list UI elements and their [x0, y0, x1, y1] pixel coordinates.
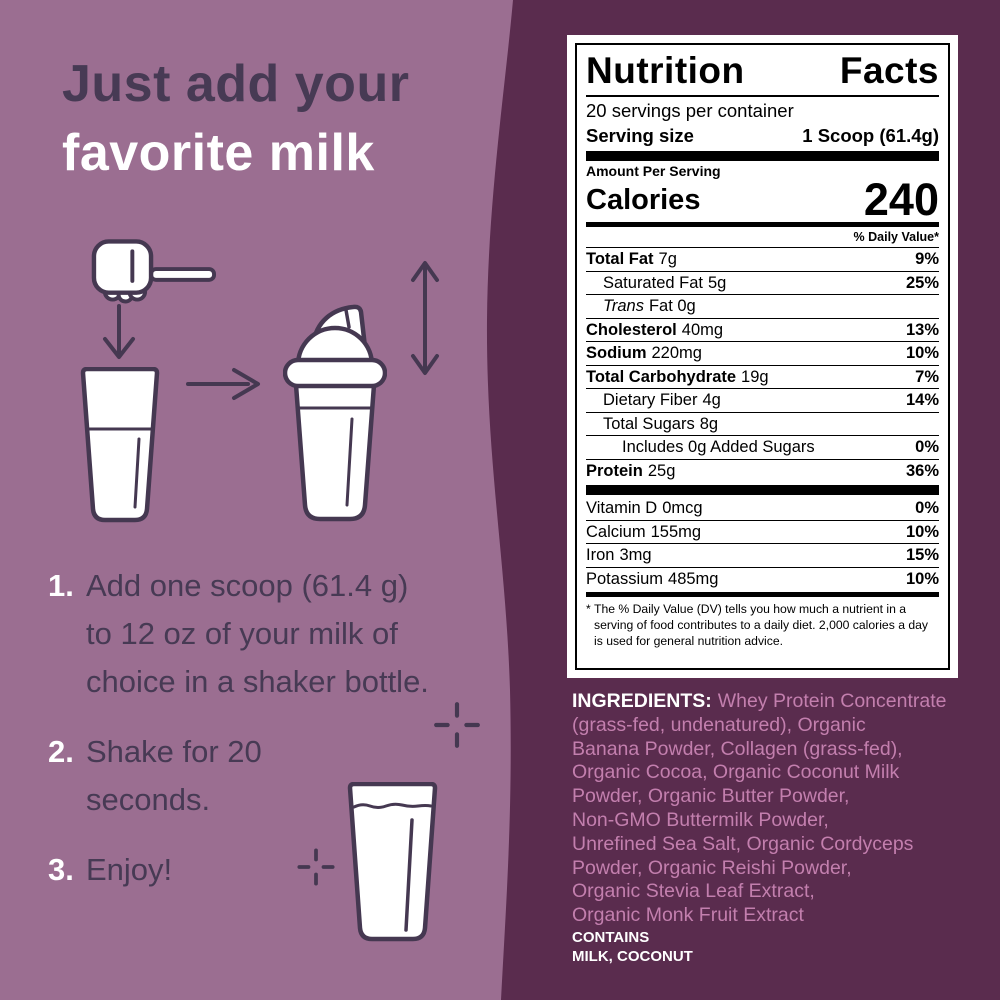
- nutrient-row-cholesterol: Cholesterol 40mg 13%: [586, 317, 939, 342]
- footnote-text: The % Daily Value (DV) tells you how muc…: [594, 602, 929, 649]
- divider: [586, 222, 939, 227]
- step-2: 2. Shake for 20 seconds.: [48, 728, 478, 824]
- step-1: 1. Add one scoop (61.4 g) to 12 oz of yo…: [48, 562, 478, 706]
- serving-size-label: Serving size: [586, 125, 694, 146]
- ingredients-label: INGREDIENTS:: [572, 690, 712, 712]
- contains-text: MILK, COCONUT: [572, 948, 693, 965]
- calories-label: Calories: [586, 184, 701, 216]
- title-word-facts: Facts: [839, 50, 939, 91]
- divider: [586, 95, 939, 97]
- step-2-number: 2.: [48, 734, 74, 769]
- nutrition-facts-label: Nutrition Facts 20 servings per containe…: [567, 35, 958, 678]
- right-arrow-icon: [186, 368, 260, 400]
- step-3-text: Enjoy!: [86, 852, 173, 887]
- shaker-bottle-icon: [283, 304, 387, 522]
- vitamin-row-iron: Iron 3mg 15%: [586, 543, 939, 567]
- nutrient-row-saturated-fat: Saturated Fat 5g 25%: [586, 270, 939, 295]
- title-word-nutrition: Nutrition: [586, 50, 745, 91]
- daily-value-footnote: * The % Daily Value (DV) tells you how m…: [586, 598, 939, 650]
- nutrient-row-trans-fat: Trans Fat 0g: [586, 294, 939, 318]
- milk-glass-icon: [347, 782, 438, 942]
- nutrient-row-dietary-fiber: Dietary Fiber 4g 14%: [586, 388, 939, 412]
- nutrient-row-total-fat: Total Fat 7g 9%: [586, 247, 939, 271]
- divider: [586, 151, 939, 161]
- serving-size-row: Serving size 1 Scoop (61.4g): [586, 123, 939, 148]
- sparkle-plus-icon: [297, 848, 335, 886]
- nutrition-facts-panel: Nutrition Facts 20 servings per containe…: [575, 43, 950, 670]
- vitamin-row-calcium: Calcium 155mg 10%: [586, 519, 939, 544]
- vitamin-row-vitamin-d: Vitamin D 0mcg 0%: [586, 499, 939, 517]
- step-2-text: Shake for 20 seconds.: [86, 734, 262, 817]
- nutrient-row-total-sugars: Total Sugars 8g: [586, 411, 939, 436]
- nutrient-row-total-carbohydrate: Total Carbohydrate 19g 7%: [586, 364, 939, 389]
- allergen-statement: CONTAINS MILK, COCONUT: [572, 928, 693, 966]
- heading-line-1: Just add your: [62, 55, 410, 113]
- calories-row: Calories 240: [586, 174, 939, 225]
- amount-per-serving-label: Amount Per Serving: [586, 163, 721, 179]
- step-1-text: Add one scoop (61.4 g) to 12 oz of your …: [86, 568, 429, 699]
- page-title: Just add your favorite milk: [62, 50, 409, 188]
- heading-line-2: favorite milk: [62, 124, 375, 182]
- step-3-number: 3.: [48, 852, 74, 887]
- divider: [586, 485, 939, 495]
- vitamin-row-potassium: Potassium 485mg 10%: [586, 566, 939, 591]
- nutrient-row-sodium: Sodium 220mg 10%: [586, 341, 939, 365]
- daily-value-header: % Daily Value*: [853, 230, 939, 244]
- nutrition-facts-title: Nutrition Facts: [586, 49, 939, 95]
- serving-size-value: 1 Scoop (61.4g): [802, 125, 939, 146]
- instruction-steps: 1. Add one scoop (61.4 g) to 12 oz of yo…: [48, 562, 478, 920]
- step-3: 3. Enjoy!: [48, 846, 478, 894]
- servings-per-container: 20 servings per container: [586, 100, 794, 121]
- nutrient-row-protein: Protein 25g 36%: [586, 458, 939, 483]
- ingredients-paragraph: INGREDIENTS: Whey Protein Concentrate (gr…: [572, 690, 964, 928]
- nutrient-row-added-sugars: Includes 0g Added Sugars 0%: [586, 435, 939, 459]
- step-1-number: 1.: [48, 568, 74, 603]
- sparkle-plus-icon: [434, 702, 480, 748]
- glass-icon: [80, 367, 160, 523]
- scoop-icon: [91, 239, 217, 304]
- contains-label: CONTAINS: [572, 929, 650, 946]
- divider: [586, 592, 939, 597]
- calories-value: 240: [863, 174, 939, 225]
- shake-updown-arrow-icon: [411, 261, 439, 375]
- footnote-asterisk: *: [586, 602, 591, 616]
- down-arrow-icon: [103, 304, 135, 359]
- ingredients-text: Whey Protein Concentrate (grass-fed, und…: [572, 690, 947, 927]
